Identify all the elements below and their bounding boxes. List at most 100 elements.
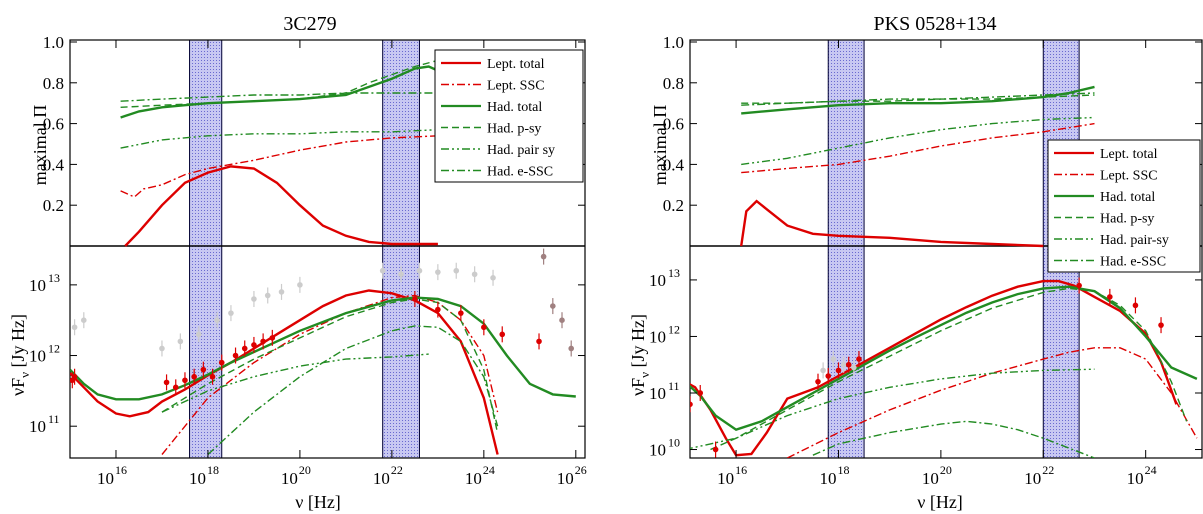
x-tick-label: 10 — [557, 469, 574, 488]
y-axis-label-top: maximal Π — [650, 105, 670, 185]
data-point-red — [536, 338, 542, 345]
data-point-red — [1107, 294, 1113, 300]
data-points — [690, 277, 1164, 458]
y-tick-label-top: 0.4 — [663, 155, 685, 174]
x-tick-exponent: 20 — [299, 463, 311, 477]
shaded-band — [827, 40, 865, 458]
x-tick-exponent: 16 — [115, 463, 127, 477]
data-point-grey — [80, 317, 87, 324]
data-point-red — [200, 366, 207, 373]
sed-series-line — [812, 420, 1095, 458]
y-tick-label-bottom: 10 — [649, 441, 666, 460]
sed-series-line — [207, 325, 499, 456]
x-tick-label: 10 — [281, 469, 298, 488]
legend-label: Had. e-SSC — [487, 165, 553, 180]
y-tick-exponent-bottom: 13 — [668, 266, 680, 280]
data-point-grey — [471, 271, 478, 278]
data-point-red — [856, 356, 862, 362]
data-point-grey — [851, 364, 857, 371]
y-tick-label-top: 0.2 — [663, 196, 684, 215]
y-tick-label-top: 0.6 — [663, 115, 684, 134]
curves — [690, 85, 1198, 458]
data-point-grey — [297, 282, 303, 288]
chart-title: PKS 0528+134 — [874, 13, 997, 35]
data-point-red — [845, 361, 852, 368]
x-tick-label: 10 — [97, 469, 114, 488]
x-tick-label: 10 — [922, 469, 939, 488]
x-tick-label: 10 — [373, 469, 390, 488]
x-tick-exponent: 24 — [483, 463, 495, 477]
data-point-grey — [228, 310, 234, 316]
data-point-red — [481, 324, 487, 331]
y-tick-label-top: 0.4 — [43, 155, 65, 174]
sed-series-line — [161, 298, 499, 434]
data-point-red — [209, 373, 216, 380]
polarization-series-line — [120, 92, 438, 102]
sed-series-line — [786, 347, 1198, 458]
y-tick-label-bottom: 10 — [649, 327, 666, 346]
data-point-red — [815, 378, 821, 385]
sed-series-line — [690, 279, 1178, 457]
data-point-brown — [540, 253, 547, 260]
legend-label: Lept. total — [487, 57, 545, 72]
legend-label: Lept. total — [1100, 147, 1158, 162]
sed-series-line — [710, 287, 1188, 451]
y-tick-exponent-bottom: 12 — [668, 322, 680, 336]
y-tick-label-top: 0.8 — [43, 74, 64, 93]
data-point-red — [182, 377, 188, 384]
shaded-bands — [189, 40, 420, 458]
y-tick-label-bottom: 10 — [29, 276, 46, 295]
data-point-brown — [559, 317, 565, 324]
y-tick-label-bottom: 10 — [29, 347, 46, 366]
data-point-red — [499, 331, 506, 338]
legend-label: Had. total — [1100, 190, 1155, 205]
y-tick-label-bottom: 10 — [649, 271, 666, 290]
data-point-grey — [159, 345, 165, 352]
x-axis-label: ν [Hz] — [917, 492, 963, 512]
legend-box — [1047, 139, 1201, 273]
x-tick-label: 10 — [717, 469, 734, 488]
data-point-red — [232, 352, 239, 359]
data-point-grey — [830, 356, 837, 362]
x-tick-label: 10 — [1127, 469, 1144, 488]
plot-frame — [689, 39, 1203, 459]
data-point-red — [1076, 282, 1082, 289]
data-point-red — [251, 342, 257, 348]
data-point-red — [1132, 302, 1139, 309]
y-tick-exponent-bottom: 11 — [48, 412, 60, 426]
y-tick-exponent-bottom: 10 — [668, 436, 680, 450]
legend-label: Lept. SSC — [1100, 169, 1158, 184]
data-point-grey — [71, 324, 78, 331]
polarization-series-line — [740, 199, 1044, 248]
data-point-red — [1158, 322, 1164, 328]
data-point-red — [71, 373, 78, 380]
shaded-band — [382, 40, 420, 458]
x-tick-exponent: 18 — [837, 463, 849, 477]
sed-series-line — [690, 368, 1095, 450]
data-point-red — [260, 338, 266, 345]
y-tick-label-top: 0.2 — [43, 196, 64, 215]
polarization-series-line — [741, 116, 1095, 166]
x-tick-exponent: 22 — [391, 463, 403, 477]
polarization-series-line — [741, 85, 1095, 115]
x-tick-label: 10 — [819, 469, 836, 488]
x-tick-label: 10 — [1024, 469, 1041, 488]
legend-label: Had. p-sy — [1100, 212, 1154, 227]
y-tick-label-top: 0.6 — [43, 115, 64, 134]
data-point-brown — [568, 345, 575, 352]
y-tick-exponent-bottom: 13 — [48, 271, 60, 285]
sed-series-line — [161, 294, 499, 455]
sed-series-line — [70, 289, 499, 455]
legend-label: Had. pair-sy — [1100, 233, 1169, 248]
data-point-grey — [840, 361, 847, 368]
chart-title: 3C279 — [283, 13, 336, 35]
data-point-grey — [264, 292, 271, 299]
data-point-red — [712, 446, 719, 453]
shaded-band — [189, 40, 223, 458]
legend-label: Had. p-sy — [487, 122, 541, 137]
polarization-series-line — [120, 129, 438, 149]
curves — [70, 51, 576, 456]
